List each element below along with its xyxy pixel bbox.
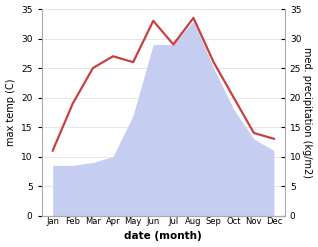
Y-axis label: med. precipitation (kg/m2): med. precipitation (kg/m2): [302, 47, 313, 178]
Y-axis label: max temp (C): max temp (C): [5, 79, 16, 146]
X-axis label: date (month): date (month): [124, 231, 202, 242]
